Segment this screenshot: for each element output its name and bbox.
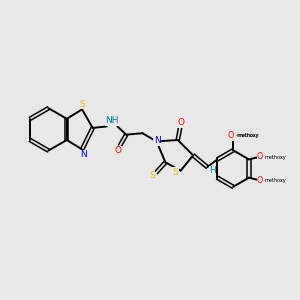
Text: H: H (209, 166, 216, 175)
Text: S: S (173, 168, 178, 177)
Text: S: S (149, 170, 155, 179)
Text: O: O (257, 152, 263, 161)
Text: O: O (227, 131, 233, 140)
Text: O: O (177, 118, 184, 127)
Text: S: S (79, 100, 85, 109)
Text: O: O (115, 146, 122, 155)
Text: NH: NH (105, 116, 119, 125)
Text: O: O (257, 176, 263, 185)
Text: -methoxy: -methoxy (236, 134, 259, 138)
Text: methoxy: methoxy (264, 178, 286, 182)
Text: N: N (80, 150, 87, 159)
Text: N: N (154, 136, 160, 145)
Text: methoxy: methoxy (238, 134, 260, 138)
Text: methoxy: methoxy (264, 154, 286, 160)
